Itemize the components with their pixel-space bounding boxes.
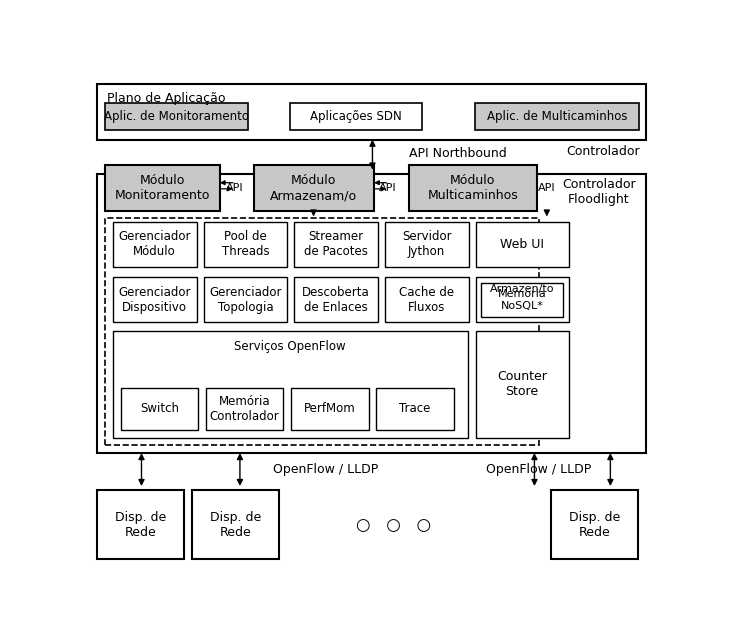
Bar [203,222,287,267]
Text: Módulo
Multicaminhos: Módulo Multicaminhos [427,174,518,202]
Text: Disp. de
Rede: Disp. de Rede [569,511,620,538]
Bar [551,490,639,559]
Bar [113,222,197,267]
Bar [192,490,278,559]
Text: Trace: Trace [399,402,431,415]
Text: Aplicações SDN: Aplicações SDN [311,110,402,122]
Bar [290,103,422,129]
Text: Controlador
Floodlight: Controlador Floodlight [562,178,636,206]
Text: Serviços OpenFlow: Serviços OpenFlow [235,340,346,353]
Text: Aplic. de Multicaminhos: Aplic. de Multicaminhos [487,110,627,122]
Text: Módulo
Monitoramento: Módulo Monitoramento [114,174,210,202]
Text: API Northbound: API Northbound [409,147,507,160]
Text: API: API [226,183,243,193]
Text: Módulo
Armazenam/o: Módulo Armazenam/o [270,174,357,202]
Text: Cache de
Fluxos: Cache de Fluxos [399,286,454,314]
Text: Servidor
Jython: Servidor Jython [402,231,451,258]
Text: Disp. de
Rede: Disp. de Rede [210,511,261,538]
Text: API: API [379,183,397,193]
Text: OpenFlow / LLDP: OpenFlow / LLDP [486,462,592,476]
Bar [105,218,539,445]
Text: API: API [538,183,555,193]
Bar [376,387,454,430]
Text: ○   ○   ○: ○ ○ ○ [356,515,431,534]
Text: OpenFlow / LLDP: OpenFlow / LLDP [273,462,378,476]
Text: Gerenciador
Dispositivo: Gerenciador Dispositivo [118,286,191,314]
Text: Gerenciador
Módulo: Gerenciador Módulo [118,231,191,258]
Bar [98,490,184,559]
Bar [409,165,537,211]
Bar [120,387,198,430]
Bar [295,277,378,322]
Text: Web UI: Web UI [500,238,544,251]
Text: Aplic. de Monitoramento: Aplic. de Monitoramento [104,110,249,122]
Text: Gerenciador
Topologia: Gerenciador Topologia [209,286,281,314]
Bar [113,331,468,438]
Text: PerfMom: PerfMom [304,402,356,415]
Bar [385,222,469,267]
Bar [98,175,646,453]
Text: Pool de
Threads: Pool de Threads [222,231,269,258]
Bar [105,165,219,211]
Bar [475,277,569,322]
Bar [206,387,284,430]
Bar [291,387,369,430]
Bar [475,103,639,129]
Text: Plano de Aplicação: Plano de Aplicação [106,92,225,105]
Text: Descoberta
de Enlaces: Descoberta de Enlaces [302,286,370,314]
Bar [254,165,374,211]
Bar [475,222,569,267]
Text: Switch: Switch [140,402,179,415]
Bar [385,277,469,322]
Bar [295,222,378,267]
Text: Memória
NoSQL*: Memória NoSQL* [498,289,547,311]
Bar [98,84,646,140]
Text: Memória
Controlador: Memória Controlador [210,395,279,423]
Text: Counter
Store: Counter Store [497,371,547,398]
Text: Streamer
de Pacotes: Streamer de Pacotes [304,231,368,258]
Bar [481,283,563,317]
Bar [113,277,197,322]
Bar [203,277,287,322]
Bar [105,103,249,129]
Bar [475,331,569,438]
Text: Disp. de
Rede: Disp. de Rede [115,511,166,538]
Text: Controlador: Controlador [566,145,639,157]
Text: Armazen/to: Armazen/to [490,283,554,294]
